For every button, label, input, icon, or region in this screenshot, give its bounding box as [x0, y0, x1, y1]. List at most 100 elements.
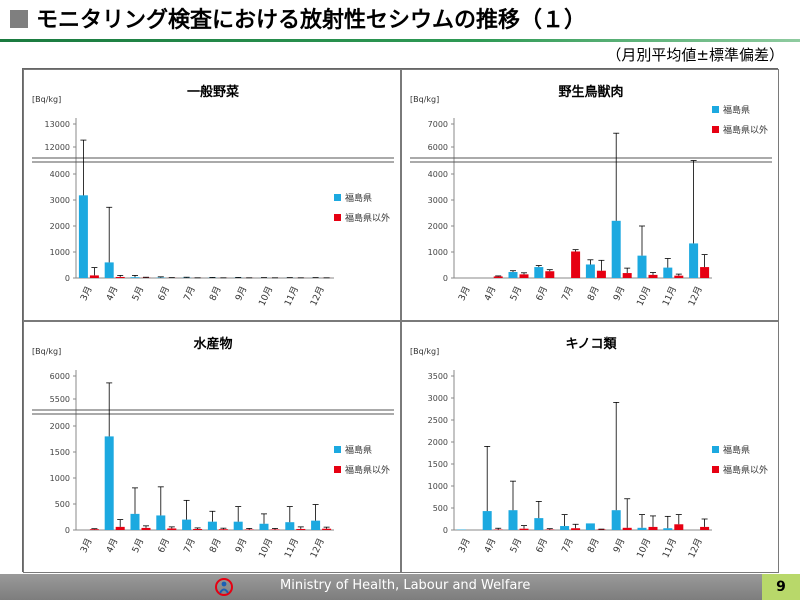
bar-other	[674, 275, 684, 278]
y-tick-label: 12000	[45, 143, 70, 152]
bar-other	[519, 528, 529, 530]
legend-label-fukushima: 福島県	[723, 104, 750, 116]
y-tick-label: 6000	[50, 372, 70, 381]
chart-svg: キノコ類 [Bq/kg] 0 500 1000 1500 2000 2500 3000 3500 3…	[410, 337, 768, 560]
x-tick-label: 7月	[182, 285, 198, 303]
y-tick-label: 0	[65, 526, 70, 535]
x-tick-label: 7月	[560, 285, 576, 303]
x-tick-label: 7月	[182, 537, 198, 555]
y-tick-label: 0	[443, 274, 448, 283]
chart-panel-seafood: 水産物 [Bq/kg] 0 500 1000 1500 2000 5500 6000 3月 4月 5月…	[23, 321, 401, 573]
y-tick-label: 4000	[428, 170, 448, 179]
legend-swatch-other	[712, 466, 719, 473]
bar-other	[141, 527, 151, 530]
legend-label-fukushima: 福島県	[723, 444, 750, 456]
bar-fukushima	[207, 521, 217, 530]
bar-fukushima	[482, 511, 492, 530]
bar-fukushima	[534, 518, 544, 530]
y-tick-label: 3000	[428, 196, 448, 205]
title-underline	[0, 39, 800, 42]
y-tick-label: 1500	[50, 448, 70, 457]
legend-label-other: 福島県以外	[723, 464, 768, 476]
bar-fukushima	[585, 264, 595, 278]
x-tick-label: 12月	[308, 285, 327, 308]
x-tick-label: 4月	[482, 285, 498, 303]
x-tick-label: 6月	[534, 537, 550, 555]
y-tick-label: 2000	[428, 222, 448, 231]
bar-fukushima	[689, 243, 699, 278]
y-axis-unit-label: [Bq/kg]	[32, 347, 61, 356]
bar-other	[622, 273, 632, 278]
y-tick-label: 500	[433, 504, 448, 513]
x-tick-label: 6月	[156, 537, 172, 555]
chart-panel-game-meat: 野生鳥獣肉 [Bq/kg] 0 1000 2000 3000 4000 6000 7000 3月 4…	[401, 69, 779, 321]
x-tick-label: 5月	[130, 537, 146, 555]
bar-fukushima	[104, 436, 114, 530]
x-tick-label: 8月	[585, 285, 601, 303]
x-tick-label: 9月	[611, 537, 627, 555]
bar-fukushima	[663, 528, 673, 530]
bar-other	[648, 274, 658, 278]
x-tick-label: 4月	[482, 537, 498, 555]
page-title: モニタリング検査における放射性セシウムの推移（１）	[8, 6, 586, 36]
y-tick-label: 7000	[428, 120, 448, 129]
y-tick-label: 0	[65, 274, 70, 283]
chart-title: キノコ類	[565, 337, 617, 352]
bar-fukushima	[611, 510, 621, 530]
bar-fukushima	[311, 520, 321, 530]
page-number-badge: 9	[762, 574, 800, 600]
bar-fukushima	[637, 255, 647, 278]
x-tick-label: 3月	[78, 537, 94, 555]
bar-other	[115, 526, 125, 530]
chart-panel-mushrooms: キノコ類 [Bq/kg] 0 500 1000 1500 2000 2500 3000 3500 3…	[401, 321, 779, 573]
bar-fukushima	[508, 272, 518, 278]
bar-fukushima	[663, 267, 673, 278]
bar-other	[296, 528, 306, 530]
y-tick-label: 2000	[428, 438, 448, 447]
x-tick-label: 10月	[257, 285, 276, 308]
bar-other	[545, 271, 555, 278]
y-tick-label: 1000	[50, 474, 70, 483]
legend-label-fukushima: 福島県	[345, 444, 372, 456]
y-tick-label: 1000	[428, 482, 448, 491]
x-tick-label: 8月	[585, 537, 601, 555]
y-axis-unit-label: [Bq/kg]	[410, 347, 439, 356]
bar-fukushima	[560, 526, 570, 530]
x-tick-label: 8月	[207, 285, 223, 303]
bar-other	[519, 274, 529, 278]
bar-other	[193, 528, 203, 530]
x-tick-label: 9月	[233, 537, 249, 555]
legend-label-other: 福島県以外	[723, 124, 768, 136]
bar-fukushima	[534, 267, 544, 278]
bar-other	[218, 529, 228, 530]
page-title-text: モニタリング検査における放射性セシウムの推移（１）	[36, 8, 587, 33]
x-tick-label: 11月	[282, 537, 301, 560]
y-tick-label: 2500	[428, 416, 448, 425]
y-tick-label: 2000	[50, 222, 70, 231]
x-tick-label: 7月	[560, 537, 576, 555]
bar-other	[493, 276, 503, 278]
chart-grid: 一般野菜 [Bq/kg] 0 1000 2000 3000 4000 12000 13000 3月…	[22, 68, 779, 573]
chart-title: 野生鳥獣肉	[558, 84, 623, 100]
bar-other	[167, 528, 177, 530]
chart-svg: 野生鳥獣肉 [Bq/kg] 0 1000 2000 3000 4000 6000 7000 3月 4…	[410, 84, 772, 308]
bar-other	[270, 529, 280, 530]
bar-fukushima	[285, 522, 295, 530]
legend-swatch-other	[712, 126, 719, 133]
ministry-logo-icon	[215, 578, 233, 596]
x-tick-label: 12月	[686, 537, 705, 560]
bar-other	[322, 528, 332, 530]
y-tick-label: 0	[443, 526, 448, 535]
x-tick-label: 5月	[508, 285, 524, 303]
legend-swatch-fukushima	[334, 446, 341, 453]
y-axis-unit-label: [Bq/kg]	[410, 95, 439, 104]
chart-panel-vegetables: 一般野菜 [Bq/kg] 0 1000 2000 3000 4000 12000 13000 3月…	[23, 69, 401, 321]
bar-fukushima	[233, 521, 243, 530]
x-tick-label: 4月	[104, 537, 120, 555]
bar-fukushima	[78, 195, 88, 278]
chart-svg: 水産物 [Bq/kg] 0 500 1000 1500 2000 5500 6000 3月 4月 5月…	[32, 336, 394, 560]
x-tick-label: 11月	[282, 285, 301, 308]
y-tick-label: 2000	[50, 422, 70, 431]
chart-title: 一般野菜	[187, 84, 239, 100]
bar-fukushima	[259, 523, 269, 530]
